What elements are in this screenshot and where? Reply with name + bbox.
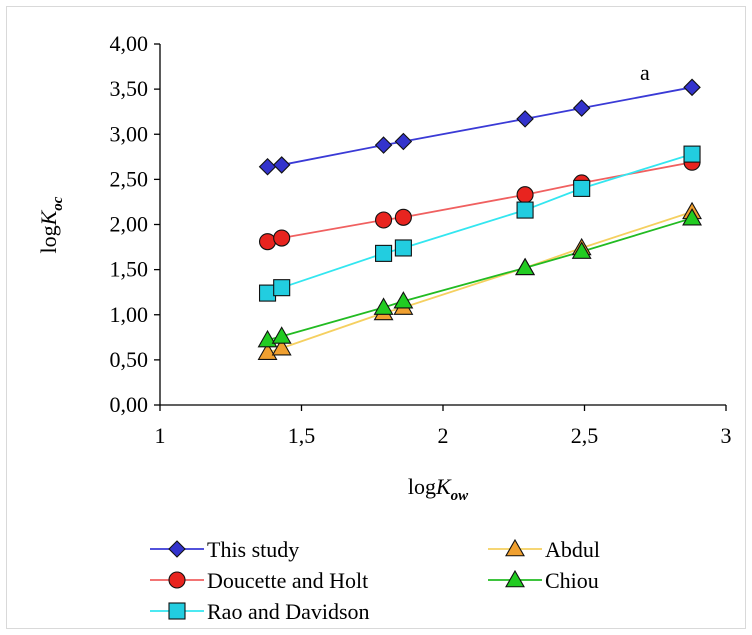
y-ticks: 0,00 0,50 1,00 1,50 2,00 2,50 3,00 3,50 4,00 [110, 31, 160, 417]
data-point-this-study [258, 157, 277, 176]
series-markers [257, 78, 702, 360]
x-tick-label: 2 [438, 423, 449, 448]
series-line-this-study [267, 86, 693, 168]
y-tick-label: 4,00 [110, 31, 149, 56]
legend-label-rao-and-davidson: Rao and Davidson [207, 599, 370, 624]
legend-label-this-study: This study [207, 537, 299, 562]
panel-annotation: a [640, 60, 650, 85]
x-tick-label: 1,5 [288, 423, 316, 448]
data-point-chiou [393, 291, 414, 309]
legend-marker-this-study [168, 540, 186, 558]
data-point-abdul [257, 342, 278, 360]
y-tick-label: 2,00 [110, 212, 149, 237]
x-tick-label: 1 [155, 423, 166, 448]
data-point-doucette-and-holt [258, 233, 277, 251]
y-tick-label: 0,50 [110, 347, 149, 372]
data-point-rao-and-davidson [375, 244, 393, 262]
series-line-abdul [267, 211, 693, 354]
data-point-rao-and-davidson [273, 279, 291, 297]
y-axis-title: logKoc [36, 196, 66, 253]
x-tick-label: 3 [721, 423, 732, 448]
data-point-rao-and-davidson [573, 179, 591, 197]
y-tick-label: 1,00 [110, 302, 149, 327]
series-line-chiou [267, 217, 693, 341]
data-point-chiou [682, 208, 702, 226]
legend-marker-abdul [505, 538, 525, 557]
x-tick-label: 2,5 [571, 423, 599, 448]
data-point-this-study [516, 110, 534, 128]
data-point-this-study [572, 99, 591, 117]
legend-label-chiou: Chiou [545, 568, 599, 593]
x-axis-title: logKow [408, 474, 469, 504]
data-point-chiou [257, 329, 278, 348]
data-point-doucette-and-holt [394, 208, 412, 226]
series-lines [267, 86, 693, 354]
data-point-rao-and-davidson [683, 145, 701, 163]
data-point-chiou [571, 241, 592, 259]
y-tick-label: 1,50 [110, 257, 149, 282]
data-point-this-study [394, 132, 413, 151]
data-point-this-study [272, 156, 291, 174]
data-point-chiou [271, 326, 292, 344]
data-point-doucette-and-holt [273, 229, 291, 247]
data-point-rao-and-davidson [516, 201, 534, 219]
y-tick-label: 0,00 [110, 392, 149, 417]
legend-marker-chiou [505, 569, 525, 588]
data-point-chiou [515, 257, 536, 276]
data-point-doucette-and-holt [516, 186, 534, 204]
data-point-rao-and-davidson [394, 239, 412, 257]
y-tick-label: 3,50 [110, 76, 149, 101]
legend-marker-rao-and-davidson [168, 602, 186, 620]
legend-label-doucette-and-holt: Doucette and Holt [207, 568, 368, 593]
data-point-this-study [683, 78, 701, 97]
y-tick-label: 3,00 [110, 121, 149, 146]
y-tick-label: 2,50 [110, 166, 149, 191]
x-ticks: 1 1,5 2 2,5 3 [155, 405, 732, 448]
legend-label-abdul: Abdul [545, 537, 600, 562]
data-point-doucette-and-holt [375, 211, 393, 229]
legend: This study Doucette and Holt Rao and David… [150, 537, 600, 624]
axes [159, 44, 726, 406]
data-point-chiou [373, 297, 394, 315]
data-point-this-study [374, 136, 393, 154]
legend-marker-doucette-and-holt [168, 571, 186, 589]
